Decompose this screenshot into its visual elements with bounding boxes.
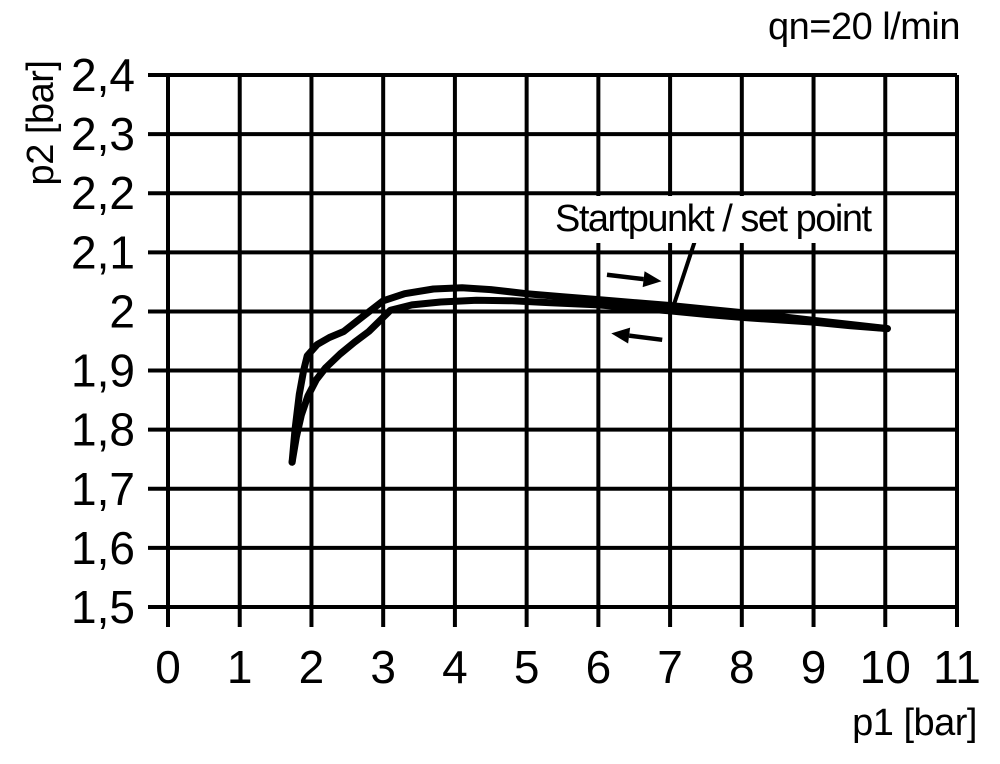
- x-tick-label: 7: [657, 641, 683, 693]
- y-tick-label: 2,2: [71, 167, 135, 219]
- direction-arrow-right-shaft: [606, 272, 644, 282]
- y-tick-label: 1,9: [71, 345, 135, 397]
- x-tick-label: 3: [370, 641, 396, 693]
- x-tick-label: 0: [155, 641, 181, 693]
- y-tick-label: 1,5: [71, 581, 135, 633]
- y-tick-label: 2: [109, 285, 135, 337]
- x-tick-label: 10: [860, 641, 911, 693]
- set-point-annotation-label: Startpunkt / set point: [549, 196, 877, 243]
- grid-layer: [148, 73, 959, 627]
- x-tick-label: 9: [801, 641, 827, 693]
- x-tick-label: 2: [299, 641, 325, 693]
- y-axis-title: p2 [bar]: [20, 60, 62, 186]
- y-tick-label: 1,8: [71, 404, 135, 456]
- annotation-layer: [606, 241, 697, 344]
- y-tick-label: 2,4: [71, 49, 135, 101]
- x-tick-label: 8: [729, 641, 755, 693]
- y-tick-label: 1,7: [71, 463, 135, 515]
- x-tick-label: 5: [514, 641, 540, 693]
- curve-layer: [288, 284, 891, 466]
- direction-arrow-right-head-icon: [642, 271, 662, 288]
- direction-arrow-left-shaft: [628, 333, 663, 343]
- direction-arrow-left-head-icon: [611, 327, 631, 344]
- x-tick-label: 1: [227, 641, 253, 693]
- y-tick-label: 1,6: [71, 522, 135, 574]
- x-tick-label: 6: [586, 641, 612, 693]
- x-axis-title: p1 [bar]: [852, 702, 977, 744]
- tick-label-layer: 2,42,32,22,121,91,81,71,61,50 1 2 3 4 5 6 7 8 9 10…: [71, 49, 981, 693]
- curve-branch-upper: [288, 284, 891, 466]
- y-tick-label: 2,1: [71, 226, 135, 278]
- curve-branch-lower: [288, 296, 891, 466]
- y-tick-label: 2,3: [71, 108, 135, 160]
- annotation-leader-line: [672, 241, 697, 304]
- flow-rate-label: qn=20 l/min: [767, 6, 961, 48]
- x-tick-label: 4: [442, 641, 468, 693]
- x-tick-label: 11: [933, 641, 981, 693]
